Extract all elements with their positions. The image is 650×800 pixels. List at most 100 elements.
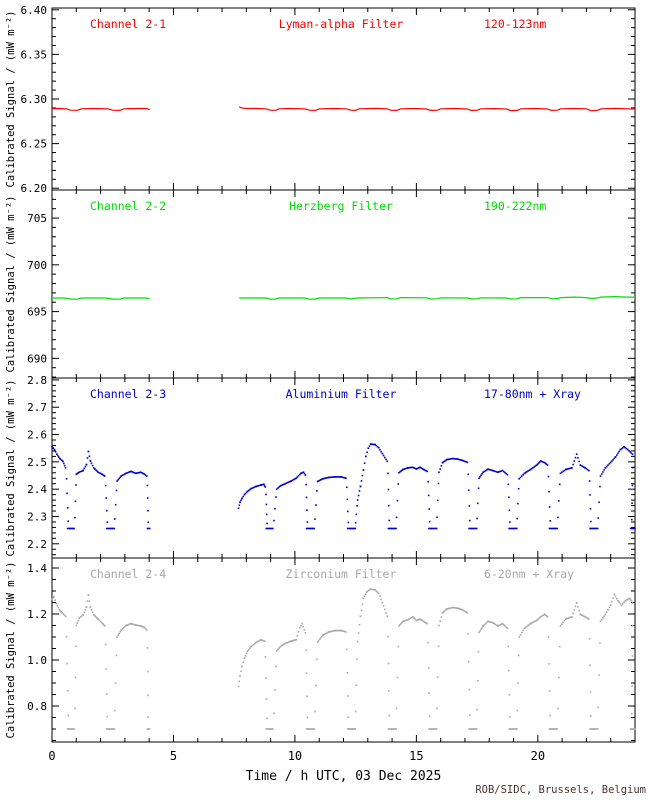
data-point [336,476,339,478]
data-point [118,632,120,635]
data-point [323,477,325,480]
data-point [421,619,424,622]
data-point [83,467,86,470]
data-point [353,728,355,730]
data-point [536,463,539,465]
data-point [98,472,101,474]
data-point [631,466,634,469]
x-tick-label: 5 [170,749,177,763]
data-point [505,472,508,475]
data-point [469,728,471,730]
data-point [337,629,340,632]
data-point [628,449,630,452]
data-point [72,527,74,530]
data-point [449,607,452,609]
data-point [280,645,283,647]
data-point [363,462,366,465]
data-point [506,473,509,476]
data-point [603,615,605,617]
data-point [524,471,527,474]
data-point [453,606,455,609]
data-point [592,527,595,530]
data-point [500,623,503,626]
data-point [456,607,459,610]
data-point [516,517,518,520]
data-point [72,728,74,730]
data-point [583,466,585,468]
data-point [320,478,323,481]
data-point [450,607,453,609]
data-point [283,643,285,646]
data-point [518,477,520,480]
data-point [286,481,289,484]
data-point [252,486,255,489]
data-point [516,709,518,712]
data-point [347,695,349,697]
data-point [310,527,312,530]
data-point [422,468,425,471]
data-point [529,622,532,625]
data-point [346,486,348,489]
x-tick-label: 10 [288,749,302,763]
data-point [398,471,400,474]
data-point [375,590,378,592]
data-point [295,477,297,480]
data-point [524,626,527,629]
data-point [508,669,510,672]
data-point [314,518,316,520]
data-point [538,616,541,619]
data-point [99,472,102,475]
data-point [126,624,129,626]
data-point [522,629,524,632]
data-point [488,620,491,623]
data-point [365,455,367,458]
data-point [631,624,634,627]
data-point [356,499,359,501]
data-point [551,527,554,530]
y-axis-label: Calibrated Signal / (mW m⁻²) [5,195,17,372]
data-point [563,469,566,472]
data-point [543,461,546,464]
data-point [620,604,623,607]
data-point [360,480,363,482]
data-point [124,625,126,628]
y-tick-label: 2.6 [27,429,47,442]
data-point [388,504,390,507]
data-point [322,634,324,636]
data-point [309,728,311,730]
data-point [97,471,99,474]
data-point [467,489,470,491]
data-point [597,706,599,709]
data-point [428,715,431,718]
data-point [566,617,568,620]
data-point [568,616,571,619]
data-point [487,468,489,471]
data-point [498,624,500,627]
data-point [405,619,408,621]
data-point [533,466,535,468]
data-point [444,609,447,611]
data-point [473,527,476,530]
data-point [508,496,510,499]
data-point [581,614,584,617]
data-point [379,448,381,451]
data-point [396,499,399,502]
data-point [526,470,528,473]
data-point [96,470,98,472]
y-tick-label: 1.4 [27,562,47,575]
data-point [97,618,99,620]
data-point [578,609,580,612]
data-point [481,626,483,629]
panel-channel-2-2: 690 695 700 705 Calibrated Signal / (mW m⁻²)… [5,189,636,379]
y-tick-label: 2.3 [27,510,47,523]
data-point [243,493,246,496]
data-point [349,728,351,730]
data-point [266,522,268,525]
data-point [568,467,571,470]
data-point [385,458,387,461]
data-point [146,484,149,487]
data-point [478,477,480,480]
data-point [131,471,133,473]
data-point [306,521,309,523]
